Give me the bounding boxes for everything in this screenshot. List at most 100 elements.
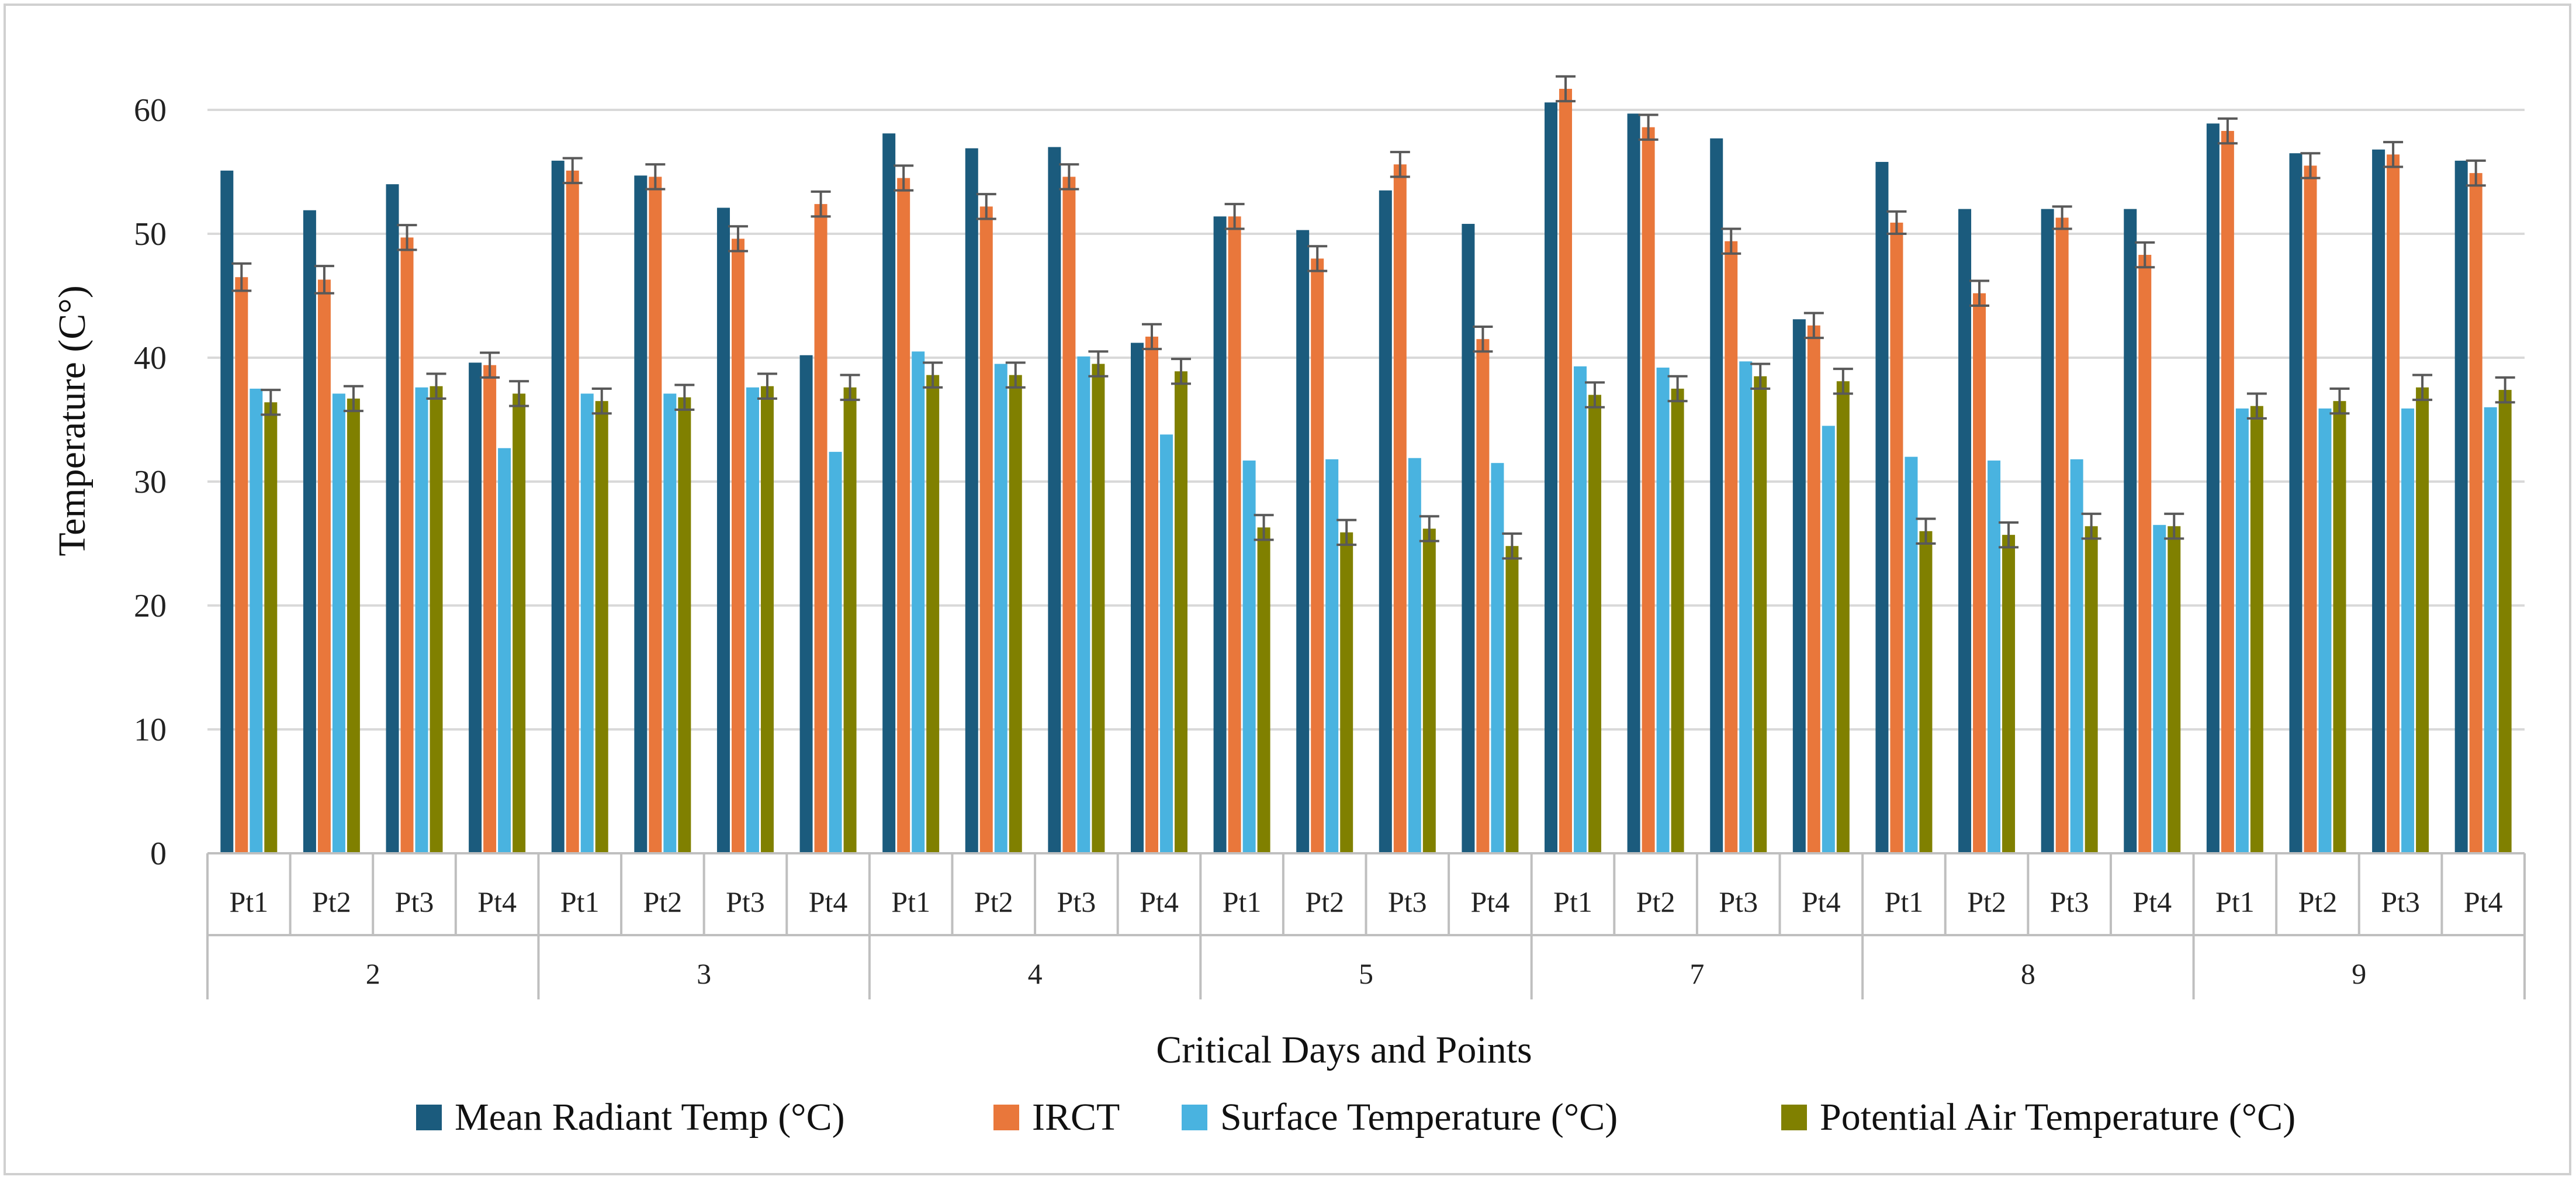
bar <box>882 133 896 853</box>
bar <box>2138 255 2152 853</box>
bar <box>965 148 978 854</box>
y-tick-label: 60 <box>134 92 167 129</box>
bar <box>2401 408 2415 853</box>
bar <box>2318 408 2332 853</box>
bar <box>2498 390 2512 853</box>
bar <box>746 387 759 853</box>
bar <box>317 279 331 853</box>
bar <box>1296 230 1310 853</box>
bar <box>1174 371 1187 853</box>
bar <box>1393 164 1407 853</box>
bar <box>430 386 443 853</box>
bar <box>2153 525 2166 853</box>
bar <box>716 207 730 854</box>
bar <box>1062 177 1076 854</box>
y-axis-title: Temperature (C°) <box>51 285 94 556</box>
bar <box>1408 458 1421 853</box>
x-tick-label: Pt4 <box>1471 885 1510 918</box>
x-tick-label: Pt2 <box>1967 885 2006 918</box>
bar <box>2070 459 2083 853</box>
x-axis-title: Critical Days and Points <box>1156 1029 1532 1071</box>
bar <box>2333 401 2346 853</box>
x-tick-label: Pt3 <box>2381 885 2420 918</box>
bar <box>1311 258 1324 853</box>
bar <box>2124 209 2137 854</box>
group-label: 8 <box>2021 957 2035 990</box>
bar <box>1739 361 1753 853</box>
bar <box>1242 460 1256 853</box>
y-tick-label: 30 <box>134 464 167 500</box>
legend-entry: Surface Temperature (°C) <box>1220 1096 1618 1139</box>
x-tick-label: Pt3 <box>1719 885 1758 918</box>
x-tick-label: Pt1 <box>1553 885 1592 918</box>
chart-frame <box>4 4 2571 1175</box>
legend-swatch <box>1182 1105 1207 1130</box>
y-tick-label: 50 <box>134 216 167 252</box>
bar <box>649 177 662 854</box>
y-tick-label: 0 <box>150 836 167 872</box>
bar <box>1890 222 1903 853</box>
bar <box>634 175 648 853</box>
legend-entry: Mean Radiant Temp (°C) <box>455 1096 845 1139</box>
bar <box>551 160 565 853</box>
bar <box>1476 339 1490 853</box>
bar <box>1379 190 1392 853</box>
gridlines <box>207 109 2525 731</box>
x-tick-label: Pt2 <box>2298 885 2338 918</box>
bar <box>250 389 263 853</box>
bar <box>897 178 910 854</box>
group-label: 5 <box>1359 957 1373 990</box>
bar <box>1905 456 1918 853</box>
x-tick-label: Pt2 <box>312 885 351 918</box>
x-tick-label: Pt1 <box>2215 885 2255 918</box>
bar <box>1228 216 1241 853</box>
bar <box>1919 531 1933 853</box>
bar <box>415 387 428 853</box>
bar <box>843 387 857 853</box>
bar <box>400 237 414 853</box>
bar <box>469 362 482 853</box>
bar <box>1807 325 1820 853</box>
x-tick-label: Pt2 <box>643 885 682 918</box>
bar <box>2206 123 2220 853</box>
bar <box>994 364 1007 853</box>
bar <box>2085 526 2098 853</box>
y-tick-label: 40 <box>134 340 167 376</box>
x-tick-label: Pt1 <box>1885 885 1924 918</box>
bar <box>264 402 278 853</box>
bar <box>1627 113 1640 854</box>
bar <box>1958 209 1972 854</box>
legend-swatch <box>1781 1105 1807 1130</box>
bar <box>1588 395 1602 853</box>
x-tick-label: Pt4 <box>2132 885 2172 918</box>
bar <box>2416 387 2429 853</box>
bar <box>1559 88 1573 854</box>
bar <box>829 452 842 853</box>
x-tick-label: Pt3 <box>726 885 765 918</box>
bar <box>1875 162 1889 853</box>
bar <box>2387 154 2400 853</box>
bar <box>2304 165 2317 853</box>
bar <box>1973 293 1986 853</box>
bar <box>1340 532 1353 853</box>
bar <box>663 393 677 853</box>
bar <box>1077 356 1090 853</box>
bar <box>760 386 774 853</box>
bar <box>1325 459 1339 853</box>
bar <box>1836 381 1850 853</box>
x-tick-label: Pt1 <box>891 885 930 918</box>
bar <box>1642 127 1655 854</box>
bar <box>1988 460 2001 853</box>
bar <box>1754 376 1767 853</box>
bar <box>2002 535 2016 853</box>
bar <box>580 393 594 853</box>
bar <box>1048 147 1061 854</box>
bar <box>2469 173 2482 853</box>
bar <box>2055 217 2069 854</box>
bar <box>912 351 925 853</box>
group-label: 9 <box>2352 957 2366 990</box>
bar <box>1545 102 1558 853</box>
bar <box>1213 216 1227 853</box>
bar <box>2168 526 2181 853</box>
